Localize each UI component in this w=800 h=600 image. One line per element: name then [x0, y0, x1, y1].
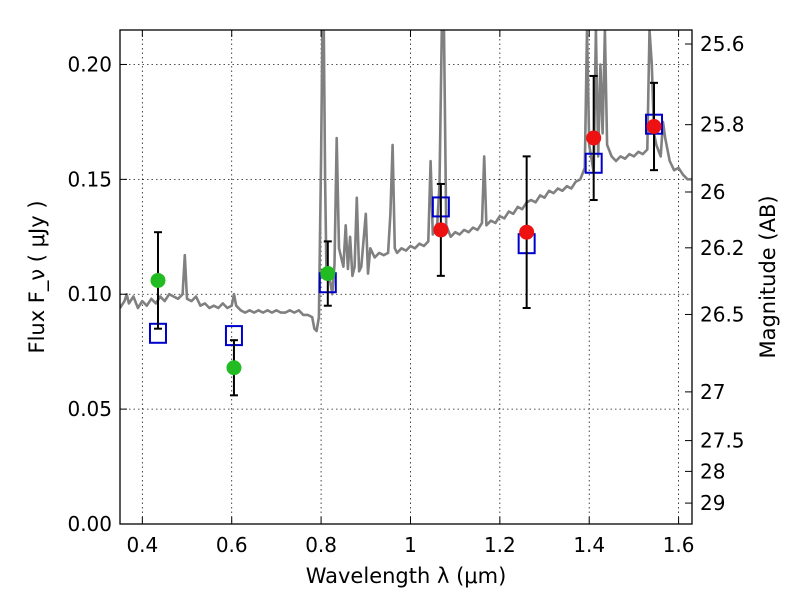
- axis-ticks: 0.4 0.6 0.8 1 1.2 1.4 1.6 0.00 0.05 0.10 0.15 0.20 2…: [67, 30, 745, 557]
- x-tick-label: 1.4: [573, 533, 605, 557]
- y2-tick-label: 26: [700, 180, 725, 204]
- observed-point: [646, 119, 662, 135]
- observed-point: [226, 360, 242, 376]
- y-tick-label: 0.20: [67, 52, 112, 76]
- y2-tick-label: 27: [700, 380, 725, 404]
- x-tick-label: 0.4: [126, 533, 158, 557]
- observed-point: [519, 224, 535, 240]
- x-tick-label: 1: [404, 533, 417, 557]
- y2-tick-label: 26.5: [700, 302, 745, 326]
- y-tick-label: 0.00: [67, 512, 112, 536]
- plot-frame: [119, 29, 693, 525]
- y2-tick-label: 27.5: [700, 429, 745, 453]
- y2-axis-title: Magnitude (AB): [756, 195, 780, 358]
- spectrum-series: [120, 30, 692, 333]
- observed-point: [433, 222, 449, 238]
- x-tick-label: 0.8: [305, 533, 337, 557]
- x-axis-title: Wavelength λ (μm): [306, 564, 507, 588]
- y-tick-label: 0.05: [67, 397, 112, 421]
- y-tick-label: 0.10: [67, 282, 112, 306]
- observed-point: [150, 272, 166, 288]
- y-tick-label: 0.15: [67, 167, 112, 191]
- y-axis-title: Flux F_ν ( μJy ): [25, 200, 50, 353]
- y2-tick-label: 26.2: [700, 236, 745, 260]
- y2-tick-label: 25.8: [700, 113, 745, 137]
- observed-point: [586, 130, 602, 146]
- y2-tick-label: 29: [700, 491, 725, 515]
- y2-tick-label: 25.6: [700, 32, 745, 56]
- spectrum-line: [120, 30, 692, 333]
- y2-tick-label: 28: [700, 459, 725, 483]
- x-tick-label: 0.6: [216, 533, 248, 557]
- observed-point: [320, 266, 336, 282]
- x-tick-label: 1.6: [663, 533, 695, 557]
- marker-series: [148, 74, 664, 397]
- x-tick-label: 1.2: [484, 533, 516, 557]
